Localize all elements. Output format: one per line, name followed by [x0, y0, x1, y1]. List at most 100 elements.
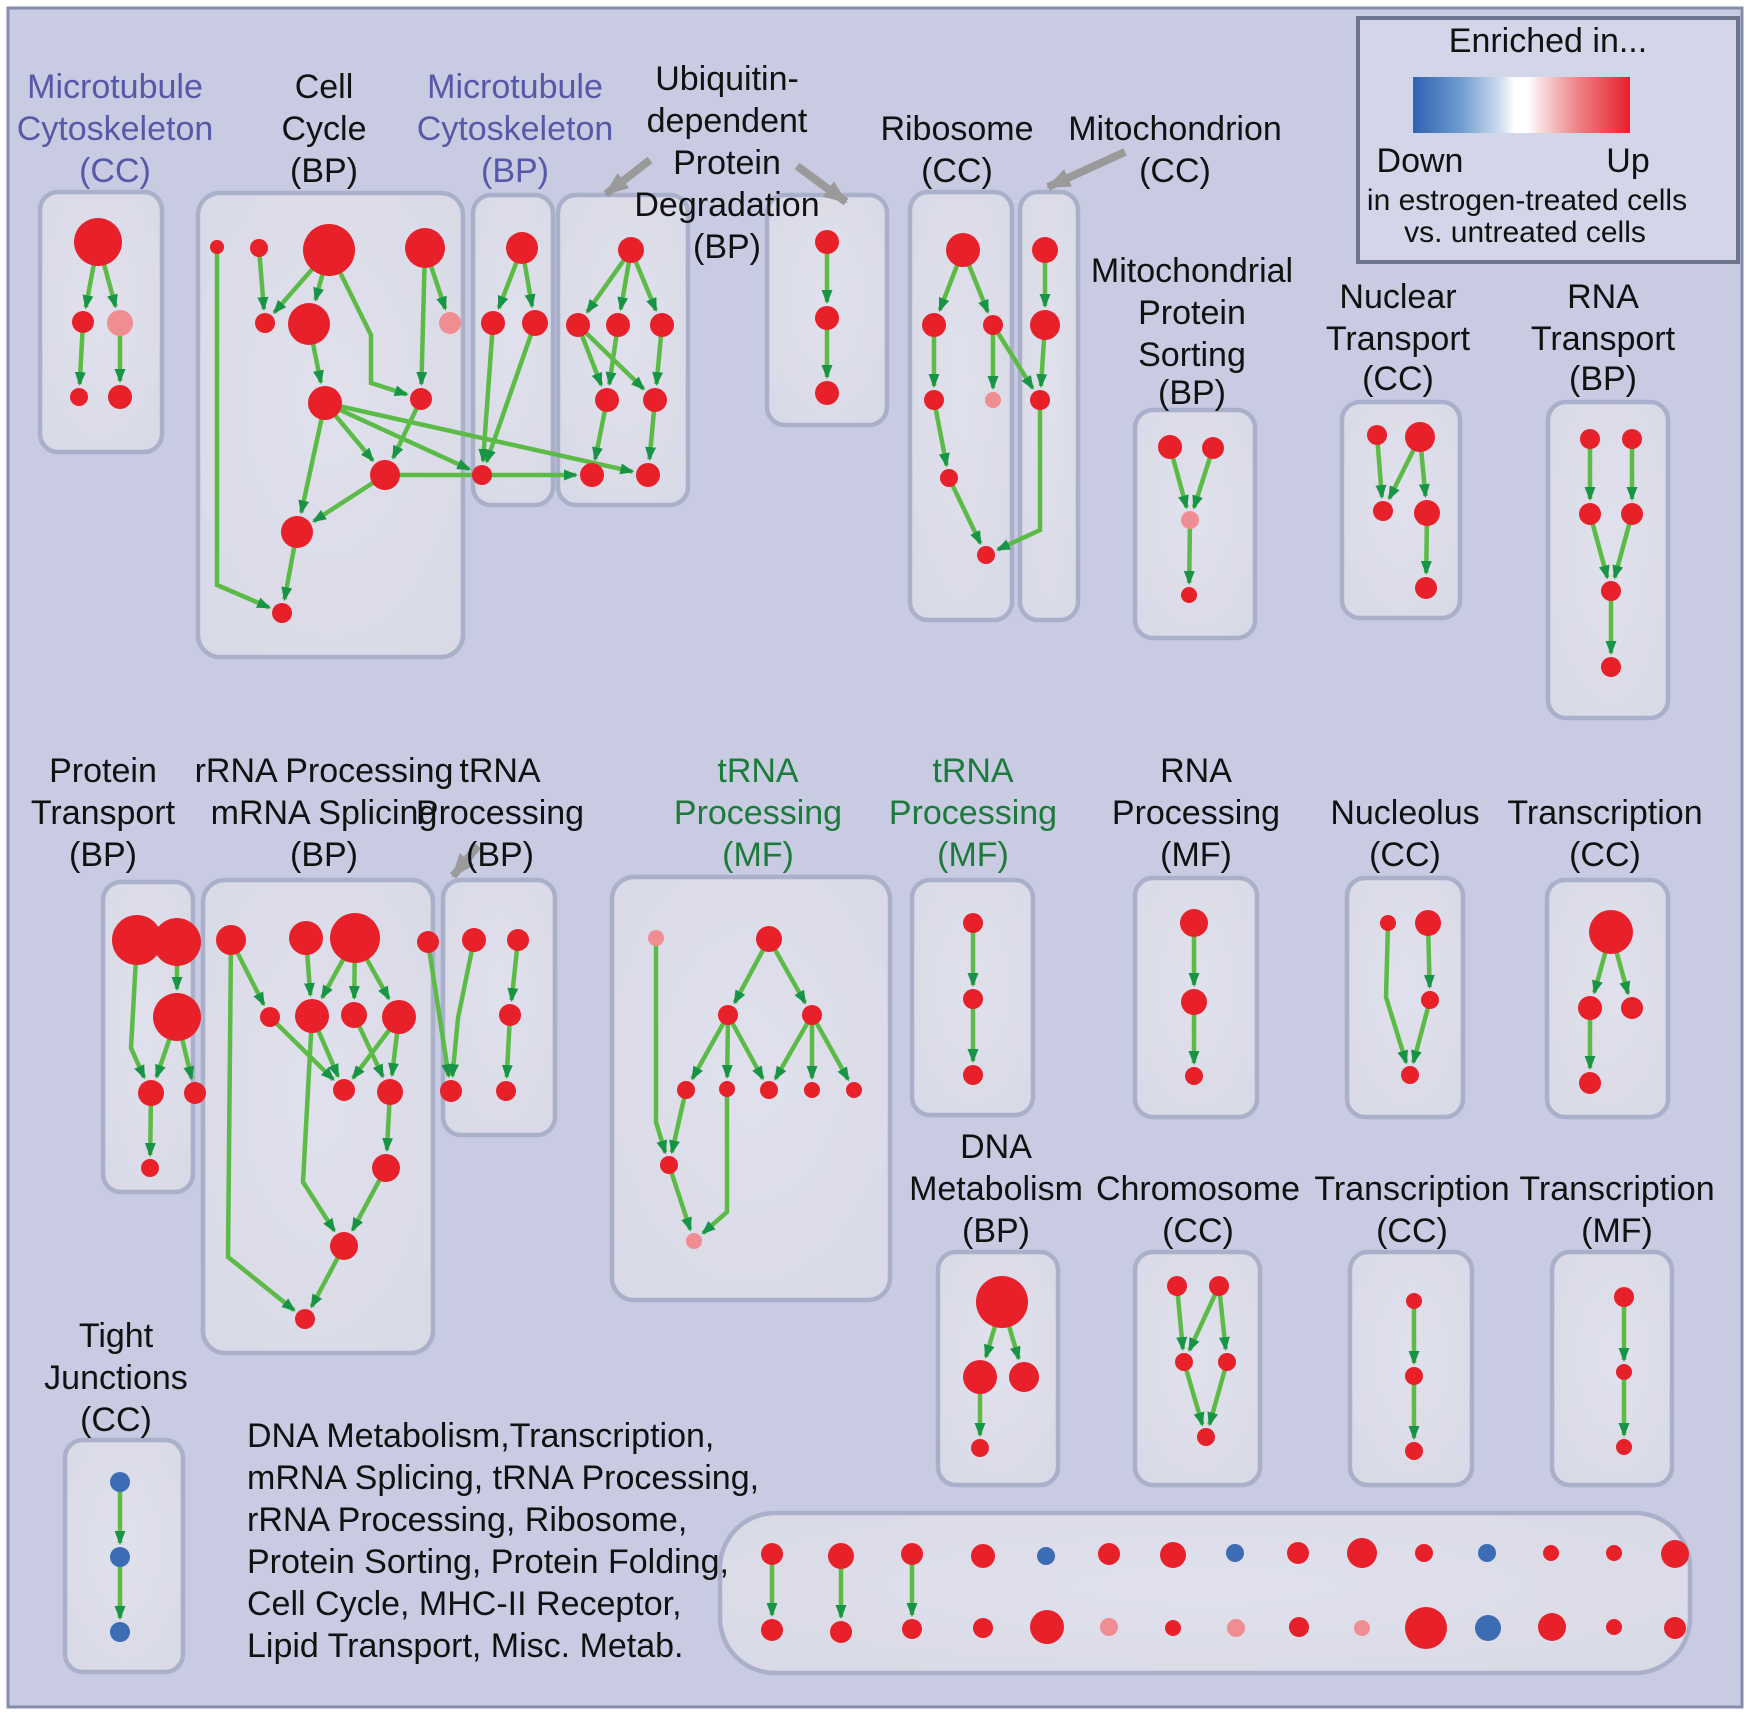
node-trna-processing-mf-small-0 [963, 913, 983, 933]
note-line-0: DNA Metabolism,Transcription, [247, 1417, 714, 1455]
group-label-dna-metabolism-line1: Metabolism [909, 1170, 1083, 1208]
edge-cell-cycle-2 [272, 267, 315, 314]
legend-down-label: Down [1377, 142, 1464, 180]
node-misc-cluster-13 [1606, 1545, 1622, 1561]
node-nucleolus-cc-2 [1421, 991, 1439, 1009]
edge-microtubule-cc-1 [101, 263, 118, 309]
node-rna-transport-0 [1580, 429, 1600, 449]
edge-nuclear-transport-2 [1418, 450, 1430, 499]
node-ubiquitin-degradation-a-4 [595, 388, 619, 412]
group-label-tight-junctions-line1: Junctions [44, 1359, 188, 1397]
group-label-trna-processing-mf-large-line2: (MF) [722, 836, 794, 874]
edge-nuclear-transport-0 [1375, 443, 1387, 500]
note-line-5: Lipid Transport, Misc. Metab. [247, 1627, 684, 1665]
group-label-nucleolus-cc-line1: (CC) [1369, 836, 1441, 874]
group-box-rna-transport [1545, 399, 1671, 721]
edge-trna-processing-bp-0 [448, 950, 474, 1079]
node-rrna-processing-mrna-splicing-7 [382, 1000, 416, 1034]
node-protein-transport-1 [153, 918, 201, 966]
edge-rrna-processing-mrna-splicing-6 [274, 1021, 335, 1082]
edge-chromosome-cc-2 [1217, 1294, 1230, 1352]
group-label-trna-processing-mf-small-line0: tRNA [932, 752, 1014, 790]
edge-rna-transport-3 [1612, 523, 1632, 580]
group-label-protein-transport-line2: (BP) [69, 836, 137, 874]
group-label-trna-processing-bp-line1: Processing [416, 794, 584, 832]
edge-cell-cycle-1 [257, 255, 269, 312]
group-label-rna-transport-line2: (BP) [1569, 360, 1637, 398]
node-transcription-mf-1 [1616, 1364, 1632, 1380]
edge-cell-cycle-11 [312, 480, 375, 524]
edge-chromosome-cc-3 [1184, 1369, 1205, 1427]
edge-nucleolus-cc-1 [1423, 934, 1435, 990]
group-label-cell-cycle-line0: Cell [295, 68, 354, 106]
note-line-4: Cell Cycle, MHC-II Receptor, [247, 1585, 682, 1623]
node-trna-processing-mf-large-0 [648, 930, 664, 946]
node-misc-cluster-12 [1543, 1545, 1559, 1561]
group-label-trna-processing-bp-line0: tRNA [459, 752, 541, 790]
group-label-microtubule-cc-line0: Microtubule [27, 68, 203, 106]
node-trna-processing-bp-3 [440, 1080, 462, 1102]
node-misc-cluster-26 [1475, 1615, 1501, 1641]
group-label-mitochondrial-protein-sorting-line3: (BP) [1158, 374, 1226, 412]
node-misc-cluster-23 [1289, 1617, 1309, 1637]
node-chromosome-cc-0 [1167, 1276, 1187, 1296]
node-ribosome-cc-4 [985, 392, 1001, 408]
node-rrna-processing-mrna-splicing-10 [372, 1154, 400, 1182]
node-mitochondrial-protein-sorting-3 [1181, 587, 1197, 603]
group-label-ubiquitin-degradation-a-line4: (BP) [693, 228, 761, 266]
group-label-cell-cycle-line2: (BP) [290, 152, 358, 190]
node-misc-cluster-21 [1165, 1620, 1181, 1636]
edge-trna-processing-mf-large-10 [669, 1171, 693, 1232]
node-ubiquitin-degradation-a-3 [650, 313, 674, 337]
edge-chromosome-cc-1 [1187, 1293, 1218, 1353]
node-rrna-processing-mrna-splicing-8 [333, 1079, 355, 1101]
group-label-ubiquitin-degradation-a-line2: Protein [673, 144, 781, 182]
group-label-rna-transport-line1: Transport [1531, 320, 1676, 358]
trna-bp-arrow [449, 843, 482, 879]
node-ribosome-cc-1 [922, 313, 946, 337]
group-label-trna-processing-mf-large-line0: tRNA [717, 752, 799, 790]
group-box-dna-metabolism [935, 1249, 1061, 1488]
group-label-trna-processing-mf-small-line1: Processing [889, 794, 1057, 832]
edge-transcription-cc-mid-0 [1592, 951, 1608, 995]
edge-ubiquitin-degradation-a-0 [585, 258, 626, 314]
group-label-rrna-processing-mrna-splicing-line1: mRNA Splicing [211, 794, 438, 832]
node-mitochondrion-cc-2 [1030, 390, 1050, 410]
edge-ribosome-cc-0 [937, 264, 960, 312]
node-ubiquitin-degradation-b-0 [815, 230, 839, 254]
group-box-microtubule-bp [470, 192, 556, 508]
node-trna-processing-mf-large-6 [760, 1081, 778, 1099]
node-chromosome-cc-4 [1197, 1428, 1215, 1446]
legend-title: Enriched in... [1449, 22, 1647, 60]
node-ribosome-cc-5 [940, 469, 958, 487]
node-misc-cluster-10 [1415, 1544, 1433, 1562]
group-label-ubiquitin-degradation-a-line3: Degradation [634, 186, 819, 224]
edge-cell-cycle-7 [310, 343, 324, 385]
group-label-transcription-cc-bottom-line1: (CC) [1376, 1212, 1448, 1250]
edge-rrna-processing-mrna-splicing-12 [382, 1103, 394, 1153]
node-nuclear-transport-4 [1415, 577, 1437, 599]
node-misc-cluster-9 [1347, 1538, 1377, 1568]
edge-rna-transport-2 [1590, 523, 1610, 580]
node-cell-cycle-9 [370, 460, 400, 490]
edge-trna-processing-mf-large-8 [814, 1021, 851, 1082]
node-transcription-mf-2 [1616, 1439, 1632, 1455]
node-misc-cluster-25 [1405, 1607, 1447, 1649]
node-protein-transport-3 [138, 1080, 164, 1106]
node-cell-cycle-8 [410, 388, 432, 410]
edge-ubiquitin-degradation-a-6 [652, 335, 664, 387]
group-box-transcription-mf [1549, 1249, 1675, 1488]
edge-cell-cycle-9 [298, 418, 324, 515]
edge-mitochondrial-protein-sorting-0 [1170, 457, 1189, 510]
group-label-rrna-processing-mrna-splicing-line2: (BP) [290, 836, 358, 874]
cross-edge-3 [427, 951, 453, 1079]
node-cell-cycle-7 [308, 386, 342, 420]
node-trna-processing-mf-large-2 [718, 1005, 738, 1025]
node-cell-cycle-11 [272, 603, 292, 623]
node-misc-cluster-0 [761, 1543, 783, 1565]
edge-trna-processing-mf-large-5 [730, 1021, 765, 1081]
node-transcription-cc-mid-3 [1579, 1072, 1601, 1094]
group-label-transcription-cc-mid-line1: (CC) [1569, 836, 1641, 874]
node-microtubule-cc-0 [74, 218, 122, 266]
